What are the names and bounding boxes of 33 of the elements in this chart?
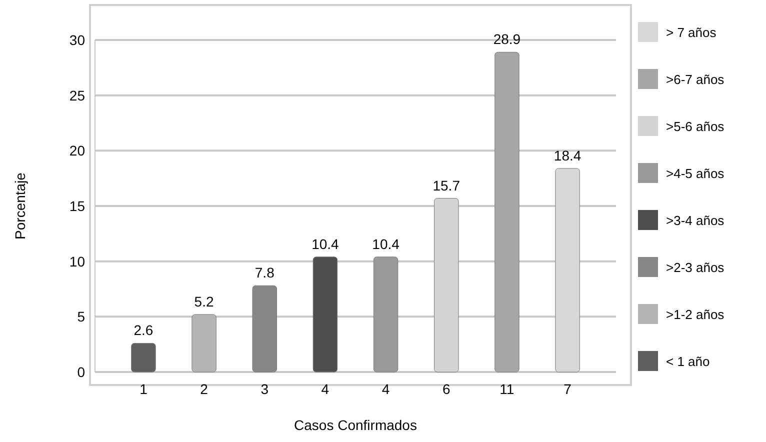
data-label: 5.2 [194,293,214,310]
x-tick-label: 7 [564,381,572,397]
legend-label: < 1 año [666,354,710,369]
y-tick-label: 0 [77,364,86,380]
legend-label: >3-4 años [666,213,725,228]
data-label: 2.6 [134,322,154,338]
x-tick-label: 4 [321,381,330,397]
data-label: 18.4 [554,147,582,164]
y-tick-label: 5 [77,308,86,325]
data-label: 10.4 [372,236,400,252]
x-tick-label: 3 [260,381,269,397]
x-tick-label: 2 [200,381,208,397]
y-axis-title: Porcentaje [12,172,28,240]
x-axis-title: Casos Confirmados [294,417,417,433]
x-tick-label: 11 [500,381,514,397]
x-tick-label: 1 [140,381,148,397]
legend-label: >1-2 años [666,307,725,322]
legend-label: >4-5 años [666,166,725,181]
data-label: 7.8 [254,264,275,281]
x-tick-label: 6 [442,381,450,397]
x-tick-label: 4 [382,381,390,397]
legend-label: >2-3 años [666,260,725,275]
y-tick-label: 30 [69,32,86,48]
legend-label: > 7 años [666,25,717,40]
y-tick-label: 10 [69,253,86,270]
y-tick-label: 15 [69,198,86,214]
data-label: 28.9 [493,31,521,48]
y-tick-label: 20 [69,142,86,159]
legend-label: >5-6 años [666,119,725,134]
data-label: 15.7 [432,177,460,194]
y-tick-label: 25 [69,87,86,104]
legend-label: >6-7 años [666,72,725,87]
data-label: 10.4 [312,236,340,252]
